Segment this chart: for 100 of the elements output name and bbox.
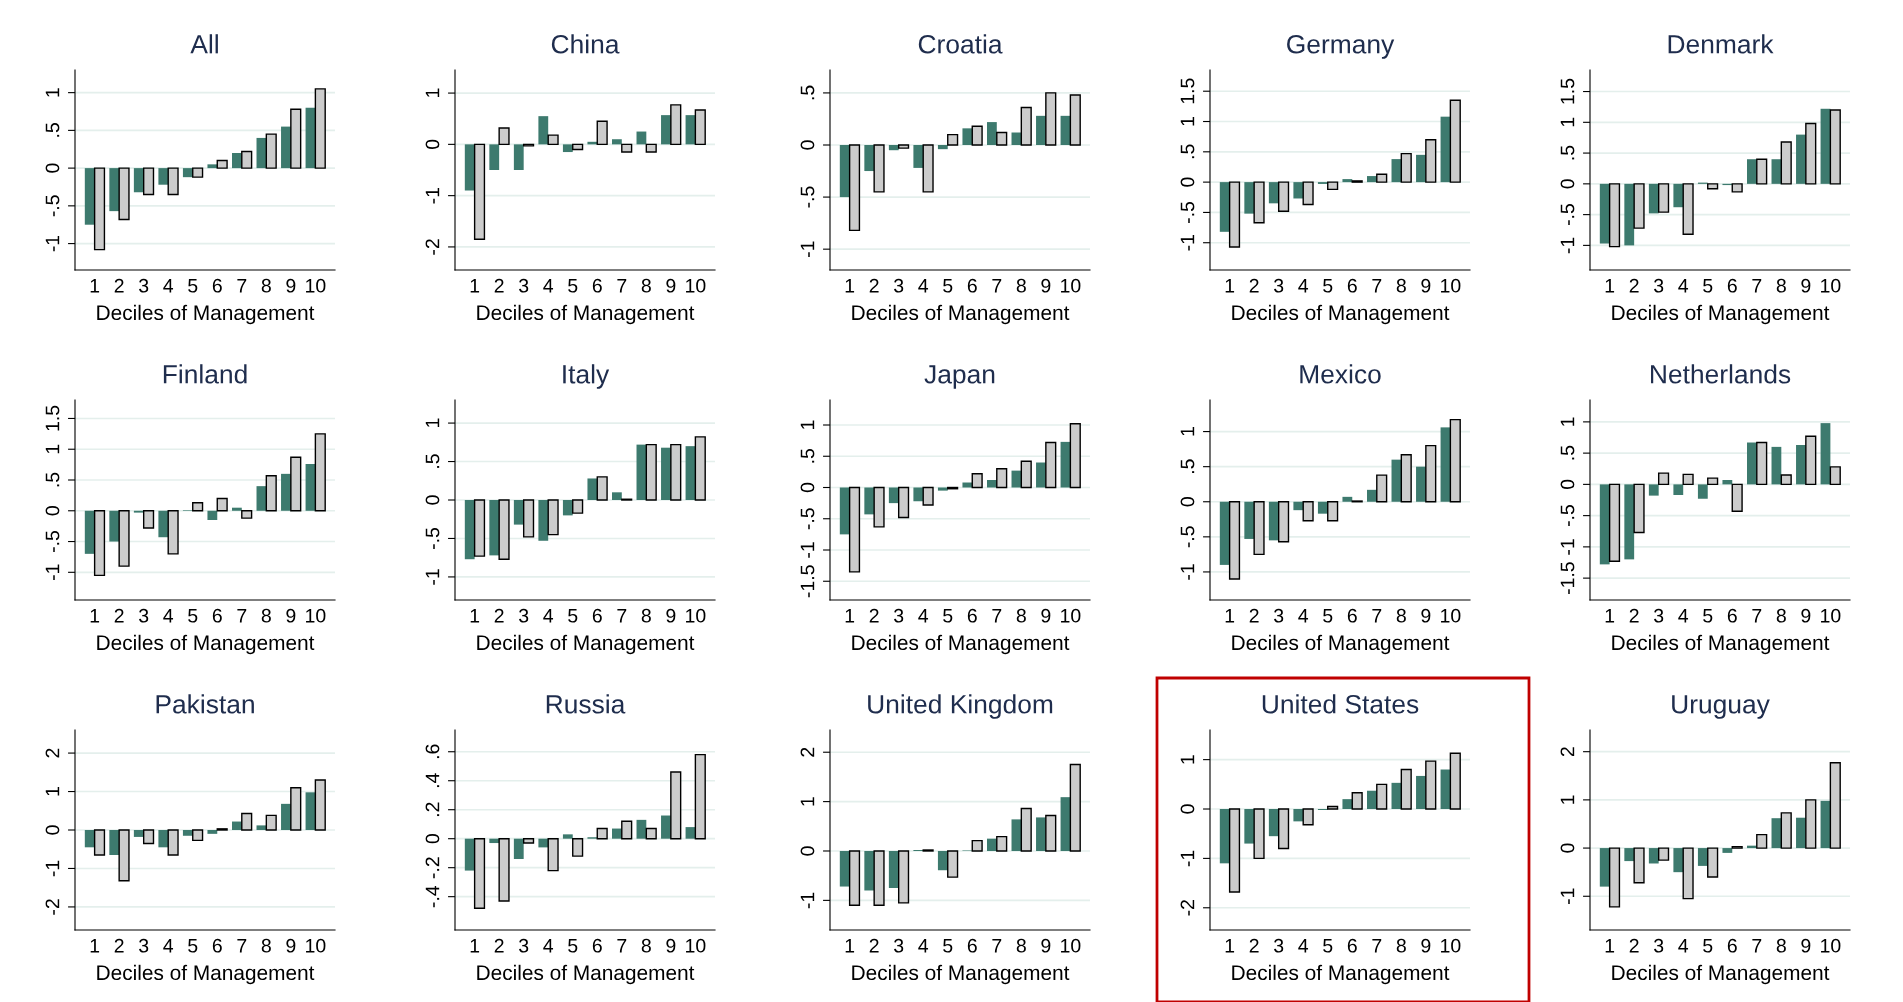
bar (1228, 808, 1241, 893)
y-tick-label: 0 (1180, 497, 1195, 507)
chart-title: All (190, 34, 218, 54)
x-tick-label: 1 (470, 279, 480, 293)
x-tick-label: 10 (1821, 608, 1841, 623)
y-tick-label: .5 (425, 454, 440, 468)
x-tick-label: 2 (1629, 608, 1639, 623)
x-axis-title: Deciles of Management (1232, 964, 1450, 985)
bar (1045, 92, 1057, 146)
bar (1020, 807, 1032, 852)
x-tick-label: 1 (1605, 609, 1615, 623)
bar (947, 850, 959, 878)
y-tick-label: 0 (45, 163, 60, 173)
bar (473, 838, 486, 909)
y-tick-label: .6 (425, 744, 440, 759)
x-axis-title: Deciles of Management (852, 964, 1070, 985)
bar (93, 829, 106, 856)
y-tick-label: 0 (45, 506, 60, 516)
x-tick-label: 10 (306, 608, 326, 623)
bar (670, 443, 682, 501)
bar (1771, 818, 1782, 849)
bar (645, 827, 657, 840)
y-tick-label: -1 (1560, 888, 1575, 905)
bar (1648, 484, 1659, 496)
bar (1228, 501, 1241, 580)
y-tick-label: -.5 (45, 195, 60, 217)
bar (281, 803, 291, 830)
bar (498, 127, 510, 146)
y-tick-label: 1.5 (1180, 78, 1195, 104)
y-tick-label: .4 (425, 773, 440, 788)
bar (305, 107, 316, 169)
bar (489, 500, 500, 556)
bar (109, 830, 120, 855)
x-tick-label: 7 (1372, 609, 1382, 623)
bar (1416, 466, 1426, 502)
bar (1253, 501, 1265, 556)
bar (1608, 183, 1621, 248)
x-tick-label: 3 (519, 278, 529, 293)
bar (888, 487, 899, 504)
bar (1599, 484, 1610, 565)
bar (1731, 183, 1743, 193)
x-tick-label: 1 (1225, 939, 1235, 953)
bar (621, 143, 633, 153)
bar (1608, 847, 1621, 908)
bar (1400, 768, 1412, 810)
bar (1293, 809, 1304, 822)
bar (1366, 790, 1377, 810)
bar (314, 779, 326, 831)
x-tick-label: 9 (1421, 938, 1431, 953)
x-tick-label: 2 (494, 278, 504, 293)
bar (986, 122, 997, 145)
bar (636, 819, 647, 839)
x-tick-label: 6 (212, 278, 222, 293)
chart-title: Italy (563, 364, 610, 389)
x-tick-label: 3 (139, 608, 149, 623)
y-tick-label: 1 (800, 797, 815, 806)
y-tick-label: -.2 (425, 857, 440, 879)
bar (587, 478, 598, 500)
y-tick-label: 0 (1560, 843, 1575, 853)
bar (1376, 474, 1388, 503)
bar (1302, 501, 1314, 522)
bar (1244, 182, 1255, 214)
x-tick-label: 5 (943, 939, 953, 953)
x-tick-label: 9 (286, 608, 296, 623)
x-axis-title: Deciles of Management (97, 304, 315, 325)
y-tick-label: .5 (1560, 445, 1575, 460)
bar (538, 500, 549, 541)
x-tick-label: 1 (845, 279, 855, 293)
bar (572, 838, 584, 857)
bar (256, 486, 267, 511)
y-tick-label: 1 (1180, 755, 1195, 764)
bar (513, 838, 524, 859)
x-tick-label: 10 (686, 278, 706, 293)
x-tick-label: 7 (617, 939, 627, 953)
x-axis-title: Deciles of Management (1612, 304, 1830, 325)
x-tick-label: 10 (1061, 608, 1081, 623)
x-tick-label: 7 (992, 609, 1002, 623)
bar (1293, 182, 1304, 199)
x-tick-label: 2 (114, 938, 124, 953)
bar (611, 828, 622, 839)
x-tick-label: 3 (1654, 608, 1664, 623)
y-tick-label: .5 (1180, 459, 1195, 473)
bar (489, 144, 500, 170)
x-axis-title: Deciles of Management (477, 634, 695, 655)
x-tick-label: 8 (1016, 938, 1026, 953)
x-tick-label: 8 (1016, 608, 1026, 623)
bar (1302, 808, 1314, 826)
x-tick-label: 9 (1041, 608, 1051, 623)
x-tick-label: 1 (90, 279, 100, 293)
x-axis-title: Deciles of Management (852, 634, 1070, 655)
bar (1657, 847, 1670, 861)
bar (1302, 181, 1314, 206)
bar (645, 443, 657, 501)
bar (167, 510, 179, 555)
bar (305, 464, 316, 511)
bar (937, 145, 948, 150)
bar (473, 143, 486, 240)
bar (1327, 181, 1339, 191)
x-tick-label: 1 (1225, 279, 1235, 293)
bar (1277, 181, 1290, 212)
